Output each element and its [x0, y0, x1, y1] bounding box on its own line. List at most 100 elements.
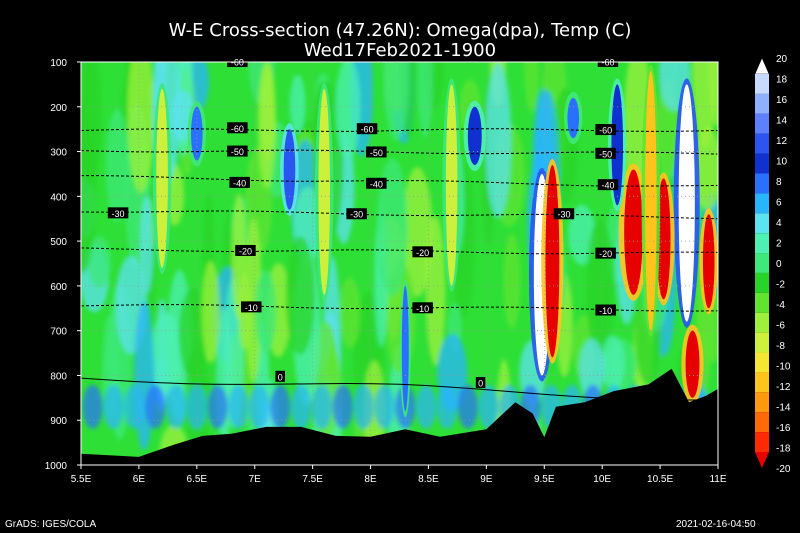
contour-label: -30	[346, 208, 367, 220]
omega-feature	[401, 285, 409, 412]
contour-label: -20	[595, 247, 616, 259]
omega-cell	[81, 105, 97, 274]
omega-cell	[436, 384, 457, 429]
colorbar-box	[755, 392, 769, 413]
omega-cell	[417, 62, 433, 138]
contour-label-bg	[553, 208, 575, 220]
omega-feature	[702, 214, 715, 309]
omega-cell	[485, 62, 512, 218]
omega-cell	[601, 335, 625, 391]
omega-cell	[254, 269, 277, 354]
contour-line	[81, 210, 718, 220]
omega-cell	[332, 384, 353, 429]
omega-cell	[103, 384, 124, 429]
contour-label: 0	[475, 377, 486, 389]
omega-feature	[624, 169, 643, 295]
omega-cell	[270, 384, 291, 429]
omega-feature	[318, 88, 331, 295]
contour-label-bg	[366, 146, 387, 158]
contour-label-bg	[597, 179, 619, 191]
colorbar-box	[755, 233, 769, 254]
contour-label-bg	[227, 122, 248, 134]
colorbar-box	[755, 133, 769, 154]
contour-label-bg	[346, 208, 367, 220]
colorbar-label: 20	[776, 54, 788, 65]
contour-label: -60	[227, 122, 248, 134]
contour-label-text: -60	[231, 124, 244, 134]
omega-feature	[645, 70, 657, 331]
colorbar-label: 4	[776, 218, 782, 229]
omega-feature	[191, 106, 203, 161]
omega-feature	[685, 330, 700, 398]
colorbar-box	[755, 213, 769, 234]
colorbar-box	[755, 173, 769, 194]
omega-features	[152, 64, 718, 418]
omega-cell	[127, 62, 155, 193]
colorbar-label: -4	[776, 300, 785, 311]
contour-label-bg	[229, 176, 250, 188]
x-tick-label: 11E	[709, 474, 726, 485]
omega-cell	[249, 384, 270, 429]
colorbar-label: -20	[776, 464, 791, 475]
contour-label-text: 0	[478, 379, 483, 389]
contour-label: -40	[366, 177, 387, 189]
contour-label-bg	[412, 302, 433, 314]
x-tick-label: 10.5E	[647, 474, 673, 485]
contour-label-text: -10	[599, 306, 612, 316]
colorbar-label: -8	[776, 341, 785, 352]
colorbar-label: 8	[776, 177, 782, 188]
x-tick-label: 6.5E	[187, 474, 208, 485]
omega-feature	[467, 106, 482, 165]
contour-label: 0	[275, 370, 285, 382]
contour-label: -30	[553, 208, 575, 220]
omega-cell	[140, 195, 154, 294]
contour-label-bg	[595, 147, 616, 159]
omega-cell	[416, 384, 437, 429]
omega-feature	[567, 97, 580, 139]
colorbar-label: -18	[776, 444, 791, 455]
contour-label-text: -20	[599, 249, 612, 259]
x-tick-label: 5.5E	[71, 474, 92, 485]
contour-label-bg	[475, 377, 486, 389]
contour-label: -20	[235, 244, 256, 256]
colorbar-box	[755, 332, 769, 353]
colorbar-label: 14	[776, 116, 788, 127]
omega-cell	[124, 384, 145, 429]
omega-feature	[283, 129, 296, 210]
colorbar-box	[755, 352, 769, 373]
contour-label-text: -40	[601, 181, 614, 191]
colorbar-box	[755, 113, 769, 134]
contour-label: -50	[366, 146, 387, 158]
terrain-shape	[81, 368, 718, 465]
colorbar-label: -10	[776, 362, 791, 373]
colorbar-label: -16	[776, 423, 791, 434]
colorbar: 20181614121086420-2-4-6-8-10-12-14-16-18…	[754, 54, 791, 475]
colorbar-label: -2	[776, 280, 785, 291]
y-tick-label: 100	[50, 58, 67, 69]
omega-cell	[478, 384, 499, 429]
omega-cell	[692, 62, 717, 148]
colorbar-box	[755, 74, 769, 94]
contour-label: -30	[107, 207, 129, 219]
y-tick-label: 700	[50, 327, 67, 338]
contour-label: -40	[229, 176, 250, 188]
colorbar-label: 18	[776, 75, 788, 86]
x-tick-label: 8E	[364, 474, 377, 485]
y-axis: 100 200 300 400 500 600 700 800 900 1000	[45, 58, 81, 472]
colorbar-label: 16	[776, 95, 788, 106]
colorbar-box	[755, 253, 769, 273]
contour-label: -60	[595, 124, 616, 136]
y-tick-label: 600	[50, 282, 67, 293]
plot-frame	[80, 61, 719, 466]
contour-label-text: -50	[599, 149, 612, 159]
x-tick-label: 8.5E	[418, 474, 439, 485]
contour-label-text: 0	[278, 372, 283, 382]
x-tick-label: 7E	[249, 474, 262, 485]
omega-cell	[503, 233, 521, 329]
contour-label-text: -40	[370, 179, 383, 189]
omega-cell	[383, 62, 410, 141]
colorbar-label: -14	[776, 403, 791, 414]
x-axis: 5.5E 6E 6.5E 7E 7.5E 8E 8.5E 9E 9.5E 10E 10.5E 11E	[71, 465, 727, 485]
y-tick-label: 1000	[45, 461, 68, 472]
